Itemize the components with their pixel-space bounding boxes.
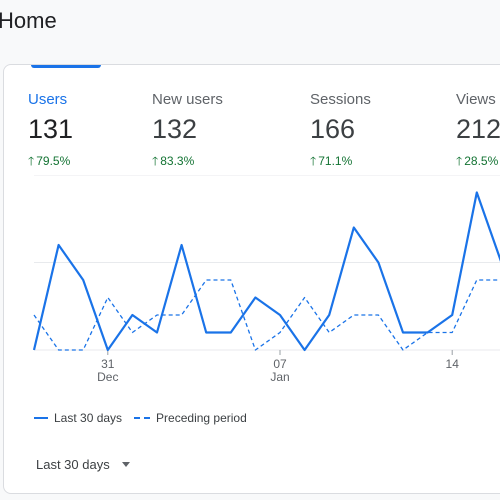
arrow-up-icon: 🡑	[152, 154, 159, 168]
metric-tab-views[interactable]: Views 212 🡑 28.5%	[456, 91, 500, 173]
metric-change: 🡑 79.5%	[28, 152, 73, 173]
arrow-up-icon: 🡑	[310, 154, 317, 168]
metric-value: 131	[28, 114, 74, 144]
arrow-up-icon: 🡑	[28, 154, 35, 168]
metric-tab-new-users[interactable]: New users 132 🡑 83.3%	[152, 91, 223, 173]
x-tick-label-day: 31	[101, 357, 115, 371]
overview-card: Users 131 🡑 79.5% New users 132 🡑 83.3% Se…	[3, 64, 500, 494]
x-tick-label-month: Dec	[97, 370, 118, 384]
chart-legend: Last 30 days Preceding period	[34, 411, 259, 425]
legend-label-previous: Preceding period	[156, 411, 247, 425]
series-line-preceding-period	[33, 279, 500, 351]
legend-label-current: Last 30 days	[54, 411, 123, 425]
metric-label: Views	[456, 91, 496, 108]
date-range-dropdown[interactable]: Last 30 days	[36, 457, 130, 472]
metric-label: Users	[28, 91, 68, 108]
metric-tab-users[interactable]: Users 131 🡑 79.5%	[28, 91, 73, 173]
metric-change: 🡑 83.3%	[152, 152, 223, 173]
metric-change-value: 28.5%	[464, 154, 499, 168]
legend-item-current[interactable]: Last 30 days	[34, 411, 122, 425]
series-line-last-30-days	[32, 191, 500, 352]
active-tab-indicator	[31, 65, 101, 68]
metric-change-value: 79.5%	[36, 154, 71, 168]
x-tick-label-day: 14	[446, 357, 460, 371]
metric-change-value: 71.1%	[318, 154, 353, 168]
metric-label: Sessions	[310, 91, 371, 108]
metric-change: 🡑 28.5%	[456, 152, 500, 173]
x-tick-label-day: 07	[273, 357, 287, 371]
metric-tab-sessions[interactable]: Sessions 166 🡑 71.1%	[310, 91, 371, 173]
arrow-up-icon: 🡑	[456, 154, 463, 168]
metric-change: 🡑 71.1%	[310, 152, 371, 173]
metric-label: New users	[152, 91, 223, 108]
dashed-line-swatch	[134, 417, 151, 419]
metric-value: 212	[456, 114, 500, 144]
metric-change-value: 83.3%	[160, 154, 195, 168]
solid-line-swatch	[34, 417, 48, 419]
metric-value: 166	[310, 114, 356, 144]
x-tick-label-month: Jan	[270, 370, 289, 384]
metric-value: 132	[152, 114, 198, 144]
legend-item-previous[interactable]: Preceding period	[134, 411, 247, 425]
page-title: Home	[0, 8, 57, 33]
caret-down-icon	[121, 462, 130, 467]
date-range-value: Last 30 days	[36, 457, 110, 472]
